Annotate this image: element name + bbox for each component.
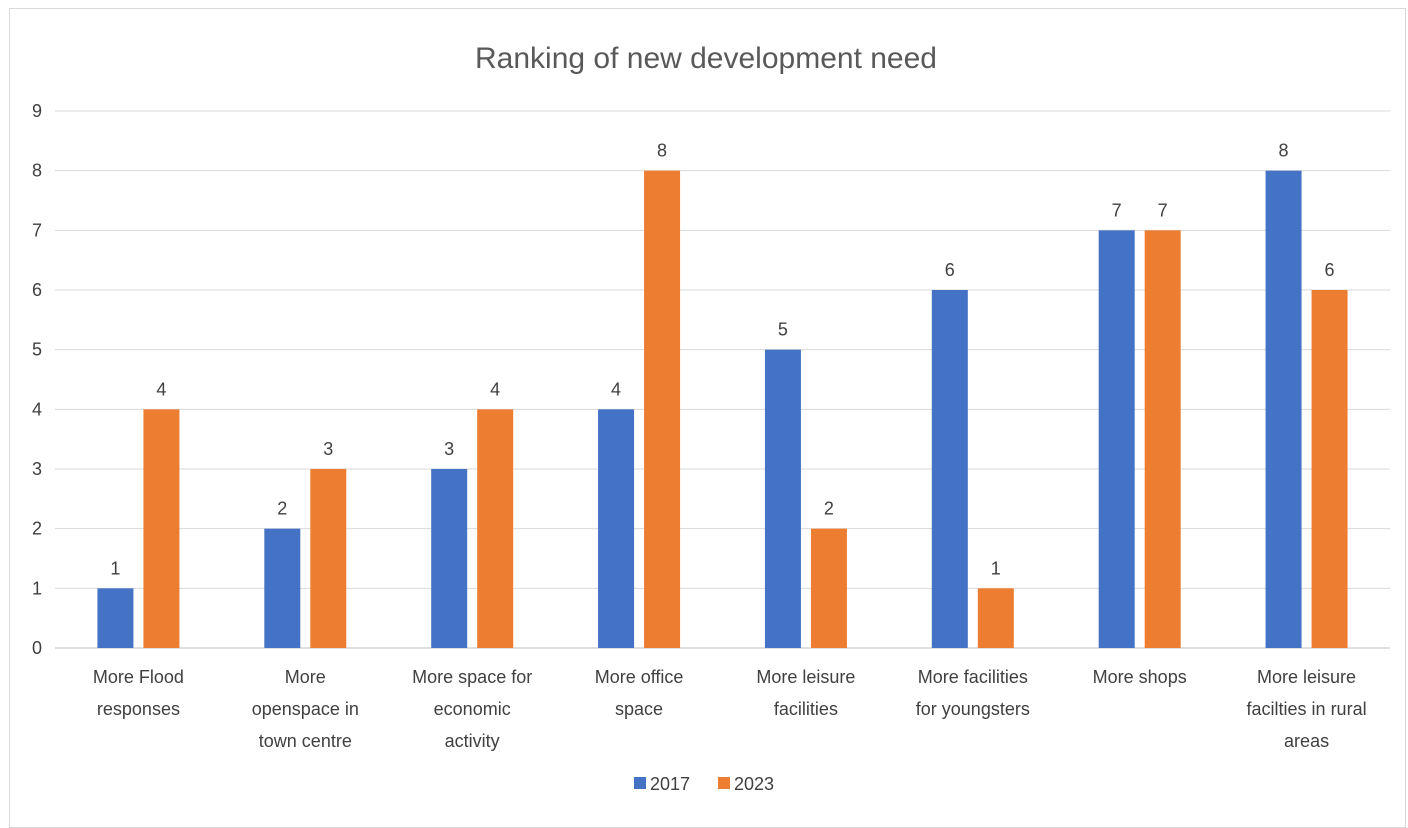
category-label-line: activity <box>445 731 500 751</box>
category-label-line: town centre <box>259 731 352 751</box>
bar-2023-8 <box>1311 290 1348 648</box>
category-label: More openspace in town centre <box>252 667 359 751</box>
category-label: More facilities for youngsters <box>916 667 1030 719</box>
legend-label-2017: 2017 <box>650 774 690 794</box>
category-label: More shops <box>1093 667 1187 687</box>
bar-2017-7 <box>1098 230 1135 649</box>
category-label-line: space <box>615 699 663 719</box>
y-tick-label: 5 <box>32 340 42 360</box>
data-label-2023-2: 3 <box>323 439 333 459</box>
category-label-line: More Flood <box>93 667 184 687</box>
legend-swatch-2023 <box>718 777 730 789</box>
bar-2023-3 <box>477 409 514 648</box>
category-label-line: openspace in <box>252 699 359 719</box>
data-label-2017-1: 1 <box>110 558 120 578</box>
category-label-line: economic <box>434 699 511 719</box>
data-label-2023-3: 4 <box>490 379 500 399</box>
data-label-2017-4: 4 <box>611 379 621 399</box>
y-tick-label: 7 <box>32 220 42 240</box>
data-label-2017-3: 3 <box>444 439 454 459</box>
data-label-2023-8: 6 <box>1325 260 1335 280</box>
category-label-line: areas <box>1284 731 1329 751</box>
bar-2017-6 <box>931 290 968 648</box>
category-label-line: More office <box>595 667 684 687</box>
bar-2017-1 <box>97 588 134 648</box>
gridlines <box>55 110 1390 649</box>
y-tick-label: 4 <box>32 399 42 419</box>
y-tick-label: 0 <box>32 638 42 658</box>
data-label-2017-6: 6 <box>945 260 955 280</box>
category-label-line: More leisure <box>1257 667 1356 687</box>
bar-2023-1 <box>143 409 180 648</box>
category-label-line: More leisure <box>756 667 855 687</box>
category-label: More Flood responses <box>93 667 184 719</box>
bar-2017-5 <box>764 349 801 648</box>
category-label-line: More shops <box>1093 667 1187 687</box>
y-tick-label: 8 <box>32 161 42 181</box>
data-label-2017-7: 7 <box>1112 200 1122 220</box>
category-label: More space for economic activity <box>412 667 532 751</box>
data-label-2023-4: 8 <box>657 141 667 161</box>
category-label-line: facilities <box>774 699 838 719</box>
bar-2023-4 <box>644 170 681 648</box>
data-label-2017-8: 8 <box>1279 141 1289 161</box>
bar-2017-4 <box>598 409 635 648</box>
bar-2023-7 <box>1144 230 1181 649</box>
category-label-line: More <box>285 667 326 687</box>
legend-label-2023: 2023 <box>734 774 774 794</box>
y-tick-label: 1 <box>32 578 42 598</box>
legend-swatch-2017 <box>634 777 646 789</box>
category-label: More office space <box>595 667 684 719</box>
bar-2023-5 <box>810 528 847 648</box>
y-tick-label: 9 <box>32 101 42 121</box>
data-label-2023-7: 7 <box>1158 200 1168 220</box>
data-label-2017-2: 2 <box>277 499 287 519</box>
bar-2023-2 <box>310 469 347 648</box>
bar-2023-6 <box>977 588 1014 648</box>
y-tick-label: 2 <box>32 519 42 539</box>
bar-2017-2 <box>264 528 301 648</box>
category-label-line: facilties in rural <box>1247 699 1367 719</box>
chart-title: Ranking of new development need <box>475 42 937 75</box>
category-label: More leisure facilties in rural areas <box>1247 667 1367 751</box>
category-label-line: More space for <box>412 667 532 687</box>
data-label-2017-5: 5 <box>778 320 788 340</box>
y-tick-label: 3 <box>32 459 42 479</box>
data-label-2023-5: 2 <box>824 499 834 519</box>
category-label: More leisure facilities <box>756 667 855 719</box>
category-label-line: More facilities <box>918 667 1028 687</box>
data-label-2023-1: 4 <box>156 379 166 399</box>
bar-2017-3 <box>431 469 468 648</box>
category-label-line: responses <box>97 699 180 719</box>
bars <box>97 170 1348 649</box>
y-axis-ticks: 0 1 2 3 4 5 6 7 8 9 <box>32 101 42 658</box>
bar-2017-8 <box>1265 170 1302 648</box>
legend: 2017 2023 <box>634 774 774 794</box>
x-axis-categories: More Flood responses More openspace in town … <box>93 667 1367 751</box>
data-label-2023-6: 1 <box>991 558 1001 578</box>
category-label-line: for youngsters <box>916 699 1030 719</box>
y-tick-label: 6 <box>32 280 42 300</box>
data-labels: 1 2 3 4 5 6 7 8 4 3 4 8 2 1 7 6 <box>110 141 1334 579</box>
